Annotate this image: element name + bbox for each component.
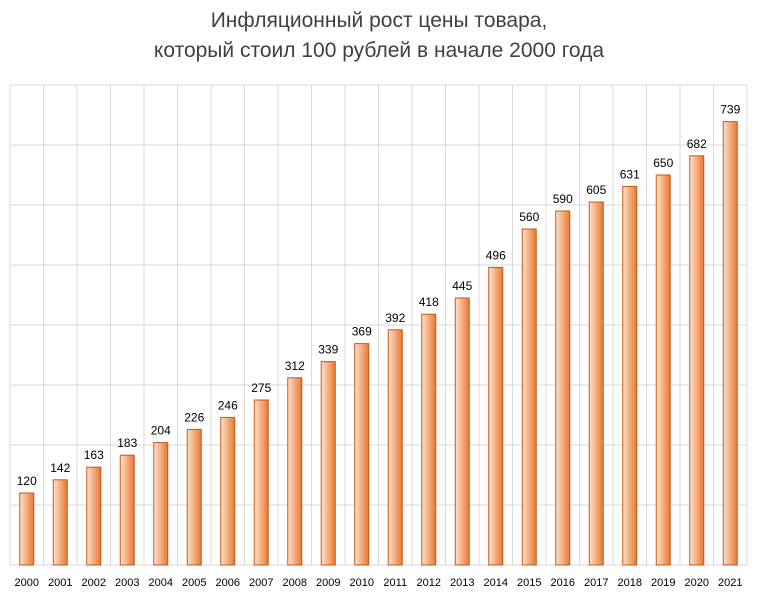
data-label-2016: 590 xyxy=(553,192,573,206)
data-label-2017: 605 xyxy=(586,183,606,197)
bar-2013 xyxy=(454,297,470,566)
x-tick-label-2000: 2000 xyxy=(15,577,39,589)
x-tick-label-2013: 2013 xyxy=(450,577,474,589)
x-tick-label-2007: 2007 xyxy=(249,577,273,589)
chart-title-line-2: который стоил 100 рублей в начале 2000 г… xyxy=(153,39,605,62)
x-tick-label-2009: 2009 xyxy=(316,577,340,589)
chart-title: Инфляционный рост цены товара, который с… xyxy=(0,6,758,66)
x-tick-label-2004: 2004 xyxy=(149,577,173,589)
bar-2000 xyxy=(19,492,35,566)
data-label-2021: 739 xyxy=(720,103,740,117)
data-label-2014: 496 xyxy=(486,248,506,262)
data-label-2006: 246 xyxy=(218,398,238,412)
x-tick-label-2010: 2010 xyxy=(350,577,374,589)
x-tick-label-2011: 2011 xyxy=(383,577,407,589)
bar-2018 xyxy=(622,185,638,566)
bar-2007 xyxy=(253,399,269,566)
x-tick-label-2021: 2021 xyxy=(718,577,742,589)
chart-title-line-1: Инфляционный рост цены товара, xyxy=(210,9,548,32)
x-tick-label-2003: 2003 xyxy=(115,577,139,589)
bar-2019 xyxy=(655,174,671,566)
data-label-2001: 142 xyxy=(50,461,70,475)
x-tick-label-2015: 2015 xyxy=(517,577,541,589)
data-label-2008: 312 xyxy=(285,359,305,373)
bar-2001 xyxy=(52,479,68,566)
bar-2003 xyxy=(119,454,135,566)
bar-2020 xyxy=(689,155,705,566)
data-label-2012: 418 xyxy=(419,295,439,309)
chart-bars xyxy=(19,121,738,566)
data-label-2018: 631 xyxy=(620,167,640,181)
data-label-2003: 183 xyxy=(117,436,137,450)
bar-2011 xyxy=(387,329,403,566)
data-label-2019: 650 xyxy=(653,156,673,170)
x-tick-label-2014: 2014 xyxy=(484,577,508,589)
x-tick-label-2020: 2020 xyxy=(685,577,709,589)
x-tick-label-2016: 2016 xyxy=(551,577,575,589)
data-label-2009: 339 xyxy=(318,343,338,357)
x-tick-label-2005: 2005 xyxy=(182,577,206,589)
bar-2009 xyxy=(320,361,336,566)
bar-2008 xyxy=(287,377,303,566)
data-label-2015: 560 xyxy=(519,210,539,224)
data-label-2011: 392 xyxy=(385,311,405,325)
data-label-2010: 369 xyxy=(352,325,372,339)
bar-2005 xyxy=(186,428,202,566)
bar-2016 xyxy=(555,210,571,566)
data-label-2004: 204 xyxy=(151,424,171,438)
bar-2015 xyxy=(521,228,537,566)
bar-2014 xyxy=(488,266,504,566)
bar-2021 xyxy=(722,121,738,566)
data-label-2002: 163 xyxy=(84,448,104,462)
data-label-2013: 445 xyxy=(452,279,472,293)
data-label-2020: 682 xyxy=(687,137,707,151)
bar-2006 xyxy=(220,416,236,566)
x-tick-label-2017: 2017 xyxy=(584,577,608,589)
bar-2004 xyxy=(153,442,169,566)
bar-2017 xyxy=(588,201,604,566)
x-tick-label-2001: 2001 xyxy=(48,577,72,589)
x-tick-label-2008: 2008 xyxy=(283,577,307,589)
x-tick-label-2019: 2019 xyxy=(651,577,675,589)
chart-x-tick-labels: 2000 2001 2002 2003 2004 2005 2006 2007 2008 2009… xyxy=(15,577,743,589)
x-tick-label-2018: 2018 xyxy=(618,577,642,589)
x-tick-label-2012: 2012 xyxy=(417,577,441,589)
data-label-2007: 275 xyxy=(251,381,271,395)
data-label-2005: 226 xyxy=(184,410,204,424)
chart-data-labels: 120 142 163 183 204 226 246 275 312 339 369 392 418 4… xyxy=(17,103,741,488)
bar-2010 xyxy=(354,343,370,566)
data-label-2000: 120 xyxy=(17,474,37,488)
x-tick-label-2002: 2002 xyxy=(82,577,106,589)
x-tick-label-2006: 2006 xyxy=(216,577,240,589)
bar-2002 xyxy=(86,466,102,566)
bar-2012 xyxy=(421,313,437,566)
